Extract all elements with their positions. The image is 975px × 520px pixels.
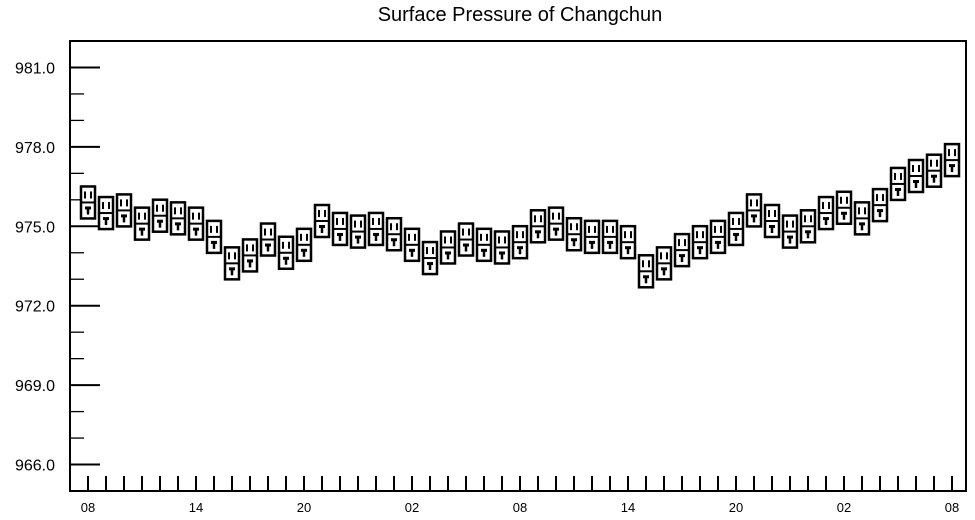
data-box [475,227,493,263]
x-tick-label: 20 [729,500,743,515]
data-box [241,238,259,273]
data-box [457,222,475,257]
data-box [745,193,763,228]
data-box [295,227,313,263]
data-box [871,187,889,223]
data-box [763,203,781,239]
y-tick-label: 966.0 [15,458,55,475]
data-box [619,224,637,260]
data-box [943,142,961,178]
data-box [529,209,547,244]
data-box [79,185,97,220]
plot-frame [69,40,967,492]
data-box [277,235,295,271]
data-box [655,246,673,281]
data-box [187,206,205,241]
data-box [907,158,925,194]
data-box [673,232,691,268]
x-tick-label: 08 [513,500,527,515]
data-box [889,166,907,202]
data-box [799,209,817,244]
x-tick-label: 08 [81,500,95,515]
data-box [835,190,853,226]
x-tick-label: 02 [405,500,419,515]
data-box [151,198,169,233]
data-box [817,195,835,231]
data-box [313,203,331,239]
data-box [97,195,115,231]
data-box [367,211,385,247]
data-box [259,222,277,257]
y-tick-label: 975.0 [15,219,55,236]
chart-title: Surface Pressure of Changchun [377,4,663,26]
x-tick-label: 08 [945,500,959,515]
data-box [439,230,457,265]
data-box [331,211,349,247]
data-box [781,214,799,249]
data-box [403,227,421,263]
data-box [493,230,511,265]
y-tick-label: 978.0 [15,140,55,157]
data-box [565,216,583,252]
data-box [709,219,727,255]
y-tick-label: 969.0 [15,378,55,395]
data-box [115,193,133,228]
x-tick-label: 20 [297,500,311,515]
data-box [205,219,223,255]
data-box [133,206,151,241]
x-tick-label: 14 [189,500,203,515]
data-box [385,216,403,252]
y-tick-label: 981.0 [15,60,55,77]
data-box [601,219,619,255]
y-tick-label: 972.0 [15,299,55,316]
data-box [583,219,601,255]
x-tick-label: 14 [621,500,635,515]
x-tick-label: 02 [837,500,851,515]
data-box [727,211,745,247]
data-box [349,214,367,249]
data-box [547,206,565,241]
data-box [925,153,943,188]
data-box [169,201,187,236]
data-box [511,224,529,260]
data-box [691,224,709,260]
data-box [421,240,439,276]
data-box [223,246,241,281]
data-box [637,254,655,289]
data-box [853,201,871,236]
